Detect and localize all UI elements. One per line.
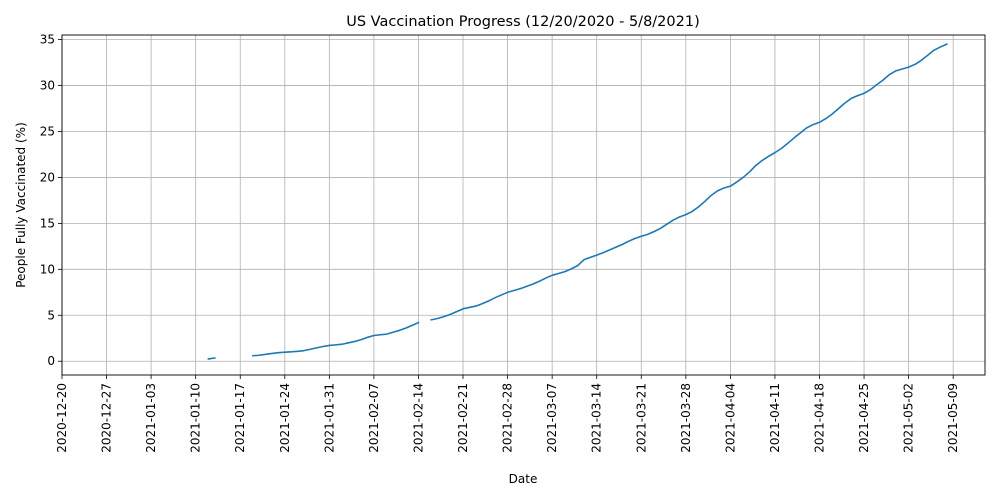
- series-line-segment: [207, 357, 216, 360]
- x-tick-label: 2021-03-21: [634, 383, 648, 453]
- data-series: [207, 43, 948, 360]
- x-tick-label: 2021-03-14: [590, 383, 604, 453]
- series-line-segment: [252, 321, 420, 357]
- x-tick-label: 2021-02-28: [501, 383, 515, 453]
- series-line-segment: [430, 43, 948, 321]
- y-tick-label: 10: [40, 262, 55, 276]
- x-tick-label: 2021-04-04: [723, 383, 737, 453]
- x-tick-label: 2021-04-18: [812, 383, 826, 453]
- x-tick-label: 2021-01-03: [144, 383, 158, 453]
- x-tick-label: 2021-02-07: [367, 383, 381, 453]
- x-tick-label: 2020-12-20: [55, 383, 69, 453]
- y-axis-label: People Fully Vaccinated (%): [14, 122, 28, 288]
- x-tick-label: 2021-01-10: [189, 383, 203, 453]
- chart-title: US Vaccination Progress (12/20/2020 - 5/…: [346, 14, 700, 30]
- x-tick-label: 2021-05-09: [946, 383, 960, 453]
- y-tick-label: 25: [40, 124, 55, 138]
- x-tick-label: 2021-02-21: [456, 383, 470, 453]
- x-tick-label: 2021-03-07: [545, 383, 559, 453]
- x-tick-label: 2021-02-14: [411, 383, 425, 453]
- y-tick-label: 30: [40, 79, 55, 93]
- y-tick-label: 35: [40, 33, 55, 47]
- y-tick-label: 5: [47, 308, 55, 322]
- x-tick-label: 2021-05-02: [902, 383, 916, 453]
- y-tick-label: 20: [40, 170, 55, 184]
- y-axis-ticks: 0 5 10 15 20 25 30 35: [40, 33, 62, 368]
- x-axis-label: Date: [509, 472, 538, 486]
- y-tick-label: 0: [47, 354, 55, 368]
- x-tick-label: 2021-04-25: [857, 383, 871, 453]
- x-tick-label: 2020-12-27: [100, 383, 114, 453]
- x-tick-label: 2021-03-28: [679, 383, 693, 453]
- x-tick-label: 2021-01-24: [278, 383, 292, 453]
- grid-lines: [61, 35, 985, 375]
- x-tick-label: 2021-04-11: [768, 383, 782, 453]
- x-tick-label: 2021-01-31: [322, 383, 336, 453]
- plot-frame: [61, 34, 986, 376]
- x-axis-ticks: 2020-12-20 2020-12-27 2021-01-03 2021-01-10…: [55, 375, 960, 453]
- y-tick-label: 15: [40, 216, 55, 230]
- x-tick-label: 2021-01-17: [233, 383, 247, 453]
